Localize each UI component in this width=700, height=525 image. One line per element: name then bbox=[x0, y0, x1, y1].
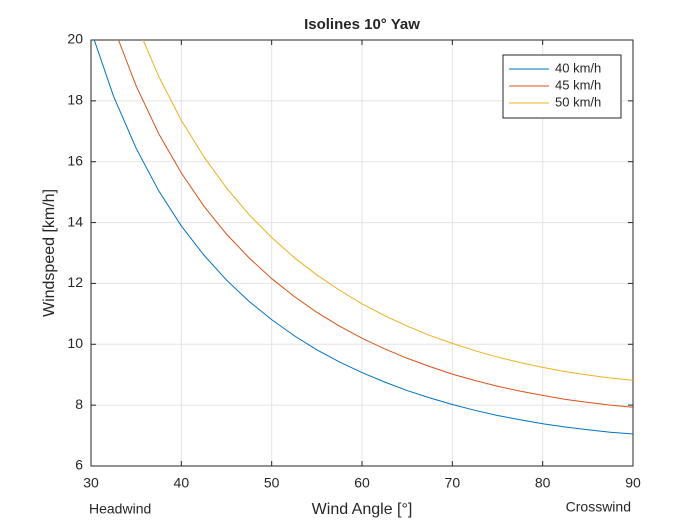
y-tick-label: 18 bbox=[67, 92, 83, 108]
y-tick-label: 8 bbox=[75, 396, 83, 412]
plot-area bbox=[93, 40, 633, 435]
chart-title: Isolines 10° Yaw bbox=[304, 16, 420, 33]
y-tick-label: 10 bbox=[67, 335, 83, 351]
x-tick-label: 30 bbox=[83, 475, 99, 491]
y-tick-label: 6 bbox=[75, 457, 83, 473]
legend-label: 50 km/h bbox=[555, 94, 601, 109]
plot-frame bbox=[90, 39, 634, 467]
y-tick-label: 14 bbox=[67, 213, 83, 229]
x-tick-label: 40 bbox=[174, 475, 190, 491]
x-tick-label: 60 bbox=[354, 475, 370, 491]
y-tick-label: 20 bbox=[67, 31, 83, 47]
legend-label: 40 km/h bbox=[555, 60, 601, 75]
line-series bbox=[117, 40, 633, 408]
x-axis-label: Wind Angle [°] bbox=[312, 501, 413, 518]
line-series bbox=[93, 40, 633, 435]
x-tick-label: 70 bbox=[445, 475, 461, 491]
x-tick-label: 80 bbox=[535, 475, 551, 491]
x-tick-label: 50 bbox=[264, 475, 280, 491]
y-tick-label: 16 bbox=[67, 152, 83, 168]
y-axis-label: Windspeed [km/h] bbox=[41, 189, 58, 317]
x-tick-label: 90 bbox=[625, 475, 641, 491]
annotation: Crosswind bbox=[566, 499, 631, 515]
legend-label: 45 km/h bbox=[555, 77, 601, 92]
y-tick-label: 12 bbox=[67, 274, 83, 290]
line-series bbox=[142, 40, 633, 381]
annotation: Headwind bbox=[89, 501, 151, 517]
